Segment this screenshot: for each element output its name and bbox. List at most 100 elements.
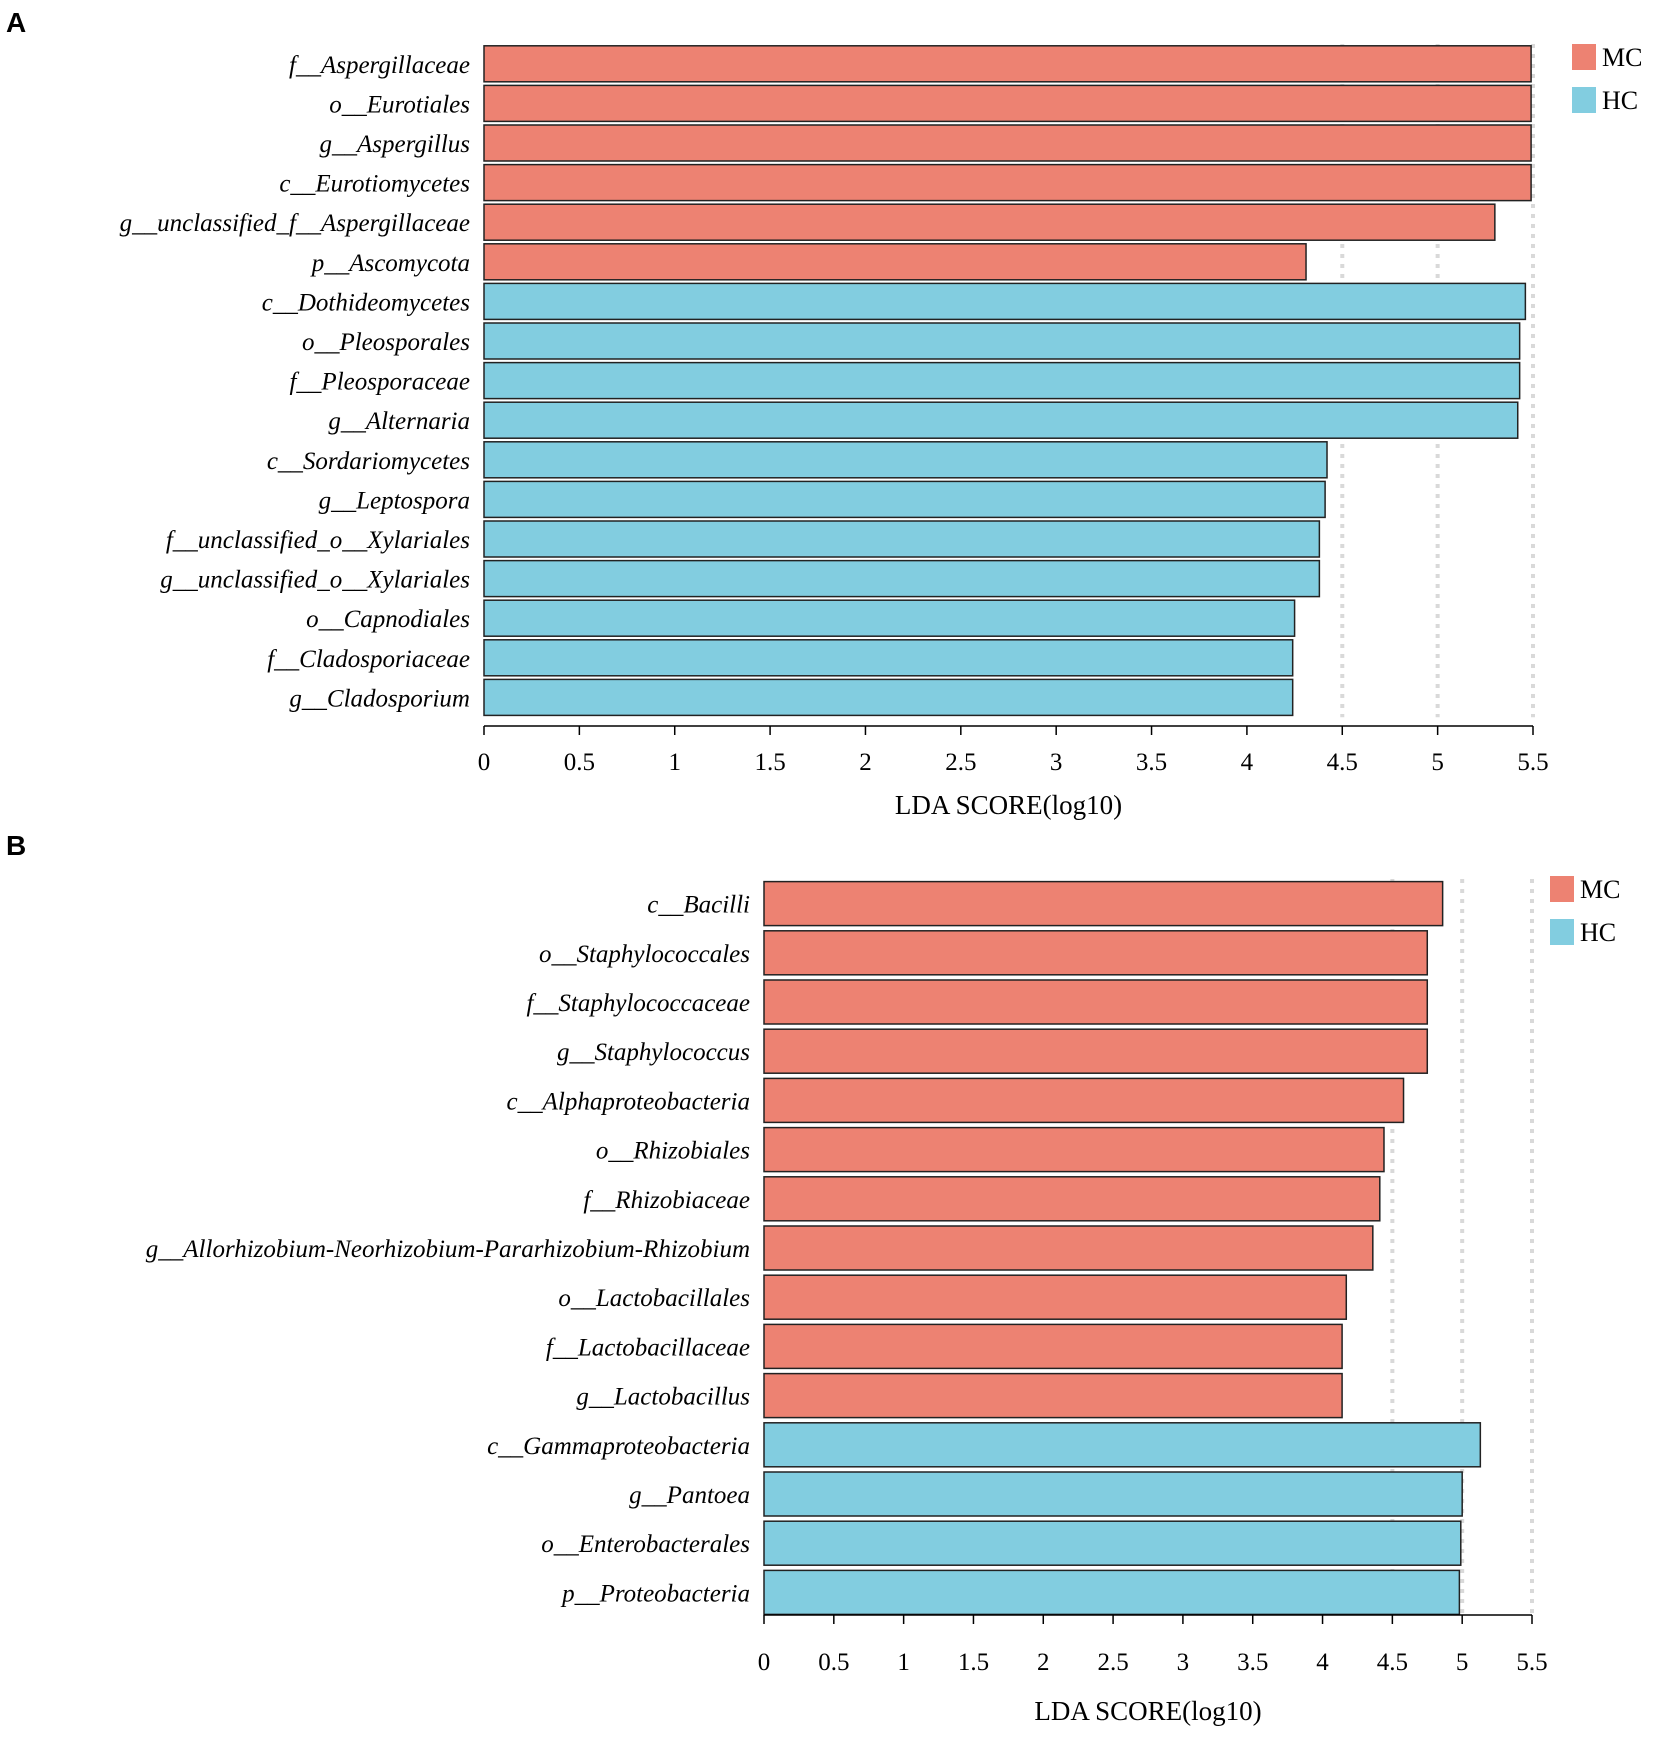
bar bbox=[763, 1323, 1343, 1370]
bar bbox=[483, 124, 1532, 162]
x-tick-label: 5.5 bbox=[1517, 749, 1548, 776]
x-tick-label: 0 bbox=[758, 1649, 771, 1676]
bar bbox=[483, 520, 1321, 558]
x-tick-label: 3.5 bbox=[1237, 1649, 1268, 1676]
x-tick-label: 1.5 bbox=[958, 1649, 989, 1676]
legend-swatch-mc bbox=[1550, 876, 1574, 902]
x-tick-label: 4.5 bbox=[1377, 1649, 1408, 1676]
bar bbox=[763, 1176, 1381, 1222]
category-label: g__unclassified_o__Xylariales bbox=[160, 567, 470, 594]
category-label: c__Gammaproteobacteria bbox=[487, 1433, 750, 1460]
bar bbox=[763, 1471, 1463, 1517]
category-label: g__Alternaria bbox=[328, 408, 470, 435]
bar bbox=[763, 1274, 1348, 1320]
x-tick-label: 3.5 bbox=[1136, 749, 1167, 776]
category-label: g__Aspergillus bbox=[320, 131, 470, 158]
category-label: f__Pleosporaceae bbox=[289, 369, 470, 396]
x-tick-label: 3 bbox=[1050, 749, 1063, 776]
bar bbox=[483, 163, 1532, 202]
bar bbox=[483, 45, 1532, 83]
legend-label-mc: MC bbox=[1580, 875, 1620, 904]
x-tick-label: 0.5 bbox=[818, 1649, 849, 1676]
x-tick-label: 1 bbox=[668, 749, 681, 776]
category-label: o__Pleosporales bbox=[302, 329, 470, 356]
x-tick-label: 5 bbox=[1431, 749, 1444, 776]
legend-label-mc: MC bbox=[1602, 43, 1642, 72]
x-tick-label: 3 bbox=[1177, 1649, 1190, 1676]
bar bbox=[483, 559, 1321, 598]
bar bbox=[763, 1225, 1374, 1271]
bar bbox=[483, 282, 1527, 321]
bar bbox=[483, 480, 1326, 519]
x-tick-label: 2 bbox=[859, 749, 872, 776]
legend-label-hc: HC bbox=[1602, 86, 1638, 115]
legend-swatch-hc bbox=[1550, 919, 1574, 945]
panel-letter: B bbox=[6, 830, 26, 861]
bar bbox=[763, 1569, 1461, 1616]
category-label: f__unclassified_o__Xylariales bbox=[166, 527, 470, 554]
category-label: f__Cladosporiaceae bbox=[267, 646, 470, 673]
x-tick-label: 2.5 bbox=[1097, 1649, 1128, 1676]
category-label: f__Staphylococcaceae bbox=[526, 990, 750, 1017]
x-tick-label: 4 bbox=[1316, 1649, 1329, 1676]
bar bbox=[763, 930, 1429, 976]
legend-swatch-mc bbox=[1572, 44, 1596, 70]
bar bbox=[483, 243, 1307, 281]
bar bbox=[483, 203, 1496, 241]
panel-letter: A bbox=[6, 7, 26, 38]
x-tick-label: 2 bbox=[1037, 1649, 1050, 1676]
category-label: g__Cladosporium bbox=[289, 685, 470, 712]
x-tick-label: 4 bbox=[1241, 749, 1254, 776]
category-label: p__Proteobacteria bbox=[560, 1580, 750, 1607]
x-tick-label: 0.5 bbox=[564, 749, 595, 776]
category-label: g__Lactobacillus bbox=[576, 1384, 750, 1411]
bar bbox=[483, 599, 1296, 637]
bar bbox=[483, 401, 1519, 439]
category-label: o__Capnodiales bbox=[306, 606, 470, 633]
category-label: f__Aspergillaceae bbox=[289, 52, 470, 79]
panel-b: B c__Bacilli o__Staphylococcales f__Staphy… bbox=[6, 830, 1620, 1726]
x-axis-title: LDA SCORE(log10) bbox=[1034, 1696, 1261, 1726]
category-label: g__Staphylococcus bbox=[557, 1039, 750, 1066]
category-label: p__Ascomycota bbox=[310, 250, 470, 277]
category-label: c__Bacilli bbox=[647, 892, 750, 919]
x-axis-title: LDA SCORE(log10) bbox=[895, 790, 1122, 820]
bar bbox=[483, 322, 1521, 360]
x-tick-label: 1.5 bbox=[754, 749, 785, 776]
x-tick-label: 0 bbox=[478, 749, 491, 776]
bar bbox=[763, 1126, 1385, 1173]
bar bbox=[763, 880, 1444, 927]
bar bbox=[763, 979, 1429, 1025]
bar bbox=[763, 1422, 1482, 1468]
bar bbox=[763, 1077, 1405, 1124]
bar bbox=[483, 639, 1294, 677]
category-label: o__Staphylococcales bbox=[539, 941, 750, 968]
category-label: o__Eurotiales bbox=[329, 91, 470, 118]
category-label: g__Pantoea bbox=[629, 1482, 750, 1509]
category-label: o__Enterobacterales bbox=[541, 1531, 750, 1558]
category-label: c__Dothideomycetes bbox=[262, 289, 470, 316]
x-tick-label: 5 bbox=[1456, 1649, 1469, 1676]
category-label: o__Rhizobiales bbox=[596, 1138, 750, 1165]
bar bbox=[763, 1028, 1429, 1074]
bar bbox=[483, 441, 1328, 479]
category-label: g__unclassified_f__Aspergillaceae bbox=[120, 210, 470, 237]
x-tick-label: 2.5 bbox=[945, 749, 976, 776]
bar bbox=[483, 84, 1532, 123]
category-label: c__Alphaproteobacteria bbox=[507, 1088, 750, 1115]
category-label: o__Lactobacillales bbox=[558, 1285, 750, 1312]
legend-label-hc: HC bbox=[1580, 918, 1616, 947]
bar bbox=[483, 361, 1521, 400]
x-tick-label: 5.5 bbox=[1516, 1649, 1547, 1676]
category-label: c__Eurotiomycetes bbox=[279, 171, 470, 198]
category-label: f__Rhizobiaceae bbox=[583, 1187, 750, 1214]
bar bbox=[763, 1520, 1462, 1566]
category-label: c__Sordariomycetes bbox=[267, 448, 470, 475]
category-label: g__Allorhizobium-Neorhizobium-Pararhizob… bbox=[146, 1236, 750, 1263]
bar bbox=[483, 678, 1294, 717]
x-tick-label: 4.5 bbox=[1327, 749, 1358, 776]
x-tick-label: 1 bbox=[897, 1649, 910, 1676]
legend-swatch-hc bbox=[1572, 87, 1596, 113]
category-label: f__Lactobacillaceae bbox=[546, 1334, 750, 1361]
